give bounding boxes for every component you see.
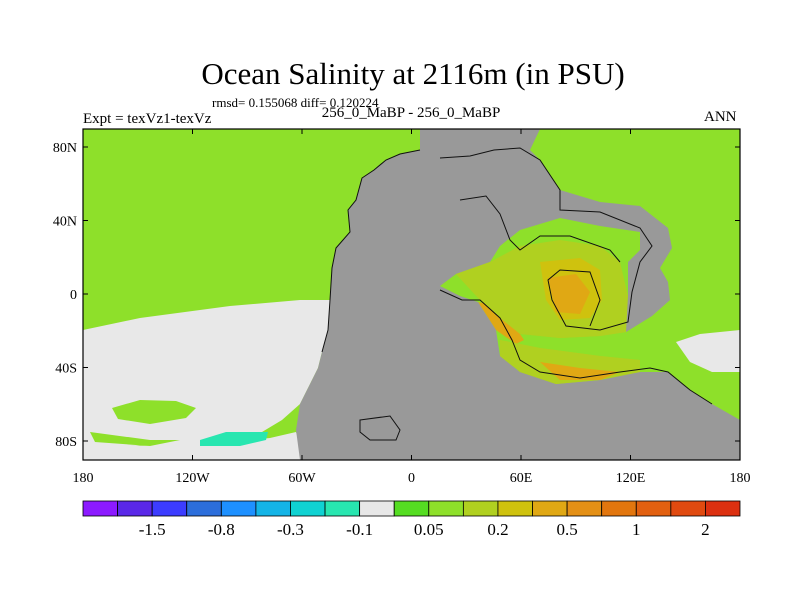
colorbar-label: 2	[701, 520, 710, 539]
green-patch-sw	[112, 400, 196, 424]
y-tick-label: 80S	[55, 435, 77, 450]
colorbar-swatch	[220, 500, 257, 517]
colorbar-swatch	[428, 500, 464, 517]
x-tick-label: 120E	[616, 471, 646, 486]
coastline-south	[439, 289, 713, 405]
green-strip-south	[90, 432, 180, 446]
x-tick-label: 180	[73, 471, 94, 486]
colorbar-swatch	[462, 500, 499, 517]
positive-streak	[478, 302, 524, 344]
colorbar-swatch	[290, 500, 326, 517]
landmass	[296, 129, 740, 460]
colorbar-label: 0.05	[414, 520, 444, 539]
neutral-zone-south	[83, 432, 300, 460]
y-tick-label: 80N	[53, 141, 77, 156]
colorbar: -1.5 -0.8 -0.3 -0.1 0.05 0.2 0.5 1 2	[82, 500, 741, 539]
coastline-west	[321, 149, 421, 353]
colorbar-label: 0.5	[556, 520, 577, 539]
colorbar-swatch	[186, 500, 222, 517]
colorbar-label: -0.3	[277, 520, 304, 539]
colorbar-label: -1.5	[139, 520, 166, 539]
colorbar-swatch	[705, 500, 741, 517]
y-tick-label: 40N	[53, 215, 77, 230]
colorbar-swatch	[635, 500, 672, 517]
x-tick-label: 180	[730, 471, 751, 486]
colorbar-swatch	[117, 500, 153, 517]
x-tick-label: 60W	[288, 471, 316, 486]
colorbar-swatch	[601, 500, 637, 517]
colorbar-swatch	[532, 500, 568, 517]
colorbar-label: -0.8	[208, 520, 235, 539]
neutral-zone-east	[676, 330, 740, 372]
y-tick-label: 0	[70, 288, 77, 303]
coastline-island	[359, 415, 401, 441]
chart-title: Ocean Salinity at 2116m (in PSU)	[201, 56, 625, 91]
x-tick-label: 60E	[510, 471, 533, 486]
y-axis: 80N 40N 0 40S 80S	[53, 141, 740, 450]
colorbar-swatch	[82, 500, 118, 517]
coastline-inner	[459, 195, 621, 263]
colorbar-swatch	[359, 500, 395, 517]
colorbar-swatch	[324, 500, 361, 517]
colorbar-swatch	[393, 500, 430, 517]
ocean-band	[83, 262, 330, 330]
colorbar-swatch	[566, 500, 603, 517]
colorbar-label: 1	[632, 520, 641, 539]
season-label: ANN	[704, 109, 737, 125]
rmsd-diff-stats: rmsd= 0.155068 diff= 0.120224	[212, 95, 379, 110]
colorbar-swatch	[151, 500, 188, 517]
colorbar-swatch	[497, 500, 533, 517]
colorbar-swatch	[670, 500, 706, 517]
period-label: 256_0_MaBP - 256_0_MaBP	[321, 105, 501, 121]
negative-patch-south	[200, 432, 268, 446]
experiment-label: Expt = texVz1-texVz	[83, 111, 212, 127]
y-tick-label: 40S	[55, 362, 77, 377]
colorbar-label: -0.1	[346, 520, 373, 539]
x-tick-label: 0	[408, 471, 415, 486]
x-tick-label: 120W	[175, 471, 210, 486]
colorbar-label: 0.2	[487, 520, 508, 539]
coastline-east	[439, 147, 653, 331]
map-area	[83, 129, 740, 460]
colorbar-swatch	[255, 500, 291, 517]
x-axis: 180 120W 60W 0 60E 120E 180	[73, 129, 751, 486]
inner-basin-peak	[548, 274, 590, 314]
